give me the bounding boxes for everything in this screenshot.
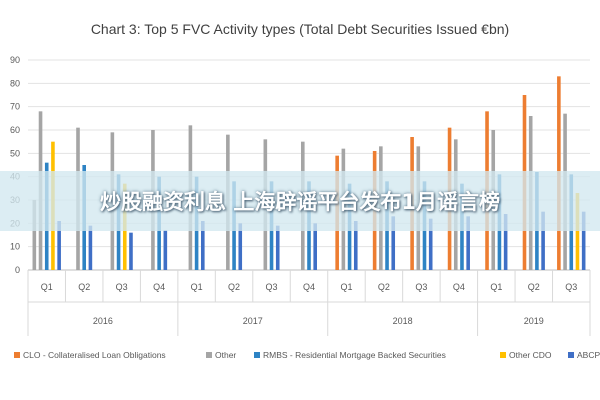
x-tick-label: Q4	[303, 282, 315, 292]
legend-label: RMBS - Residential Mortgage Backed Secur…	[263, 350, 446, 360]
year-label: 2017	[243, 316, 263, 326]
x-tick-label: Q1	[41, 282, 53, 292]
x-tick-label: Q3	[565, 282, 577, 292]
bar	[466, 216, 470, 270]
x-tick-label: Q3	[116, 282, 128, 292]
bar	[163, 230, 168, 270]
legend-label: Other	[215, 350, 236, 360]
bar	[575, 193, 580, 270]
legend-swatch	[500, 352, 506, 358]
bar	[503, 214, 508, 270]
bar	[353, 221, 358, 270]
y-tick-label: 0	[15, 265, 20, 275]
x-tick-label: Q4	[453, 282, 465, 292]
chart-title: Chart 3: Top 5 FVC Activity types (Total…	[91, 21, 509, 37]
bar	[57, 221, 61, 270]
legend-swatch	[568, 352, 574, 358]
x-tick-label: Q2	[78, 282, 90, 292]
x-axis: Q1 Q2 Q3 Q4 Q1 Q2 Q3 Q4 Q1 Q2 Q3 Q4 Q1 Q2 Q3 2016 2017 20…	[27, 270, 591, 336]
y-tick-label: 10	[10, 242, 20, 252]
x-tick-label: Q1	[490, 282, 502, 292]
year-label: 2016	[93, 316, 113, 326]
legend-swatch	[254, 352, 260, 358]
x-tick-label: Q2	[378, 282, 390, 292]
bar	[32, 200, 37, 270]
overlay-caption: 炒股融资利息 上海辟谣平台发布1月谣言榜	[100, 190, 500, 214]
y-tick-label: 90	[10, 55, 20, 65]
year-label: 2019	[524, 316, 544, 326]
bar	[275, 225, 280, 270]
year-label: 2018	[393, 316, 413, 326]
bar	[238, 223, 243, 270]
y-tick-label: 70	[10, 102, 20, 112]
bar	[313, 223, 317, 270]
x-tick-label: Q3	[266, 282, 278, 292]
legend-label: Other CDO	[509, 350, 552, 360]
y-axis-ticks: 0102030405060708090	[10, 55, 20, 275]
x-tick-label: Q2	[228, 282, 240, 292]
x-tick-label: Q4	[153, 282, 165, 292]
overlay-banner	[0, 171, 600, 231]
y-tick-label: 50	[10, 148, 20, 158]
bar	[581, 211, 586, 270]
legend-swatch	[206, 352, 212, 358]
legend-swatch	[14, 352, 20, 358]
legend: CLO - Collateralised Loan Obligations Oth…	[14, 350, 600, 360]
bar	[428, 218, 433, 270]
x-tick-label: Q3	[415, 282, 427, 292]
legend-label: CLO - Collateralised Loan Obligations	[23, 350, 166, 360]
y-tick-label: 80	[10, 78, 20, 88]
bar	[201, 221, 205, 270]
x-tick-label: Q2	[528, 282, 540, 292]
legend-label: ABCP	[577, 350, 600, 360]
x-tick-label: Q1	[191, 282, 203, 292]
bar	[129, 232, 133, 270]
bar	[391, 216, 396, 270]
y-tick-label: 60	[10, 125, 20, 135]
x-tick-label: Q1	[340, 282, 352, 292]
bar	[541, 211, 545, 270]
bar	[88, 225, 93, 270]
